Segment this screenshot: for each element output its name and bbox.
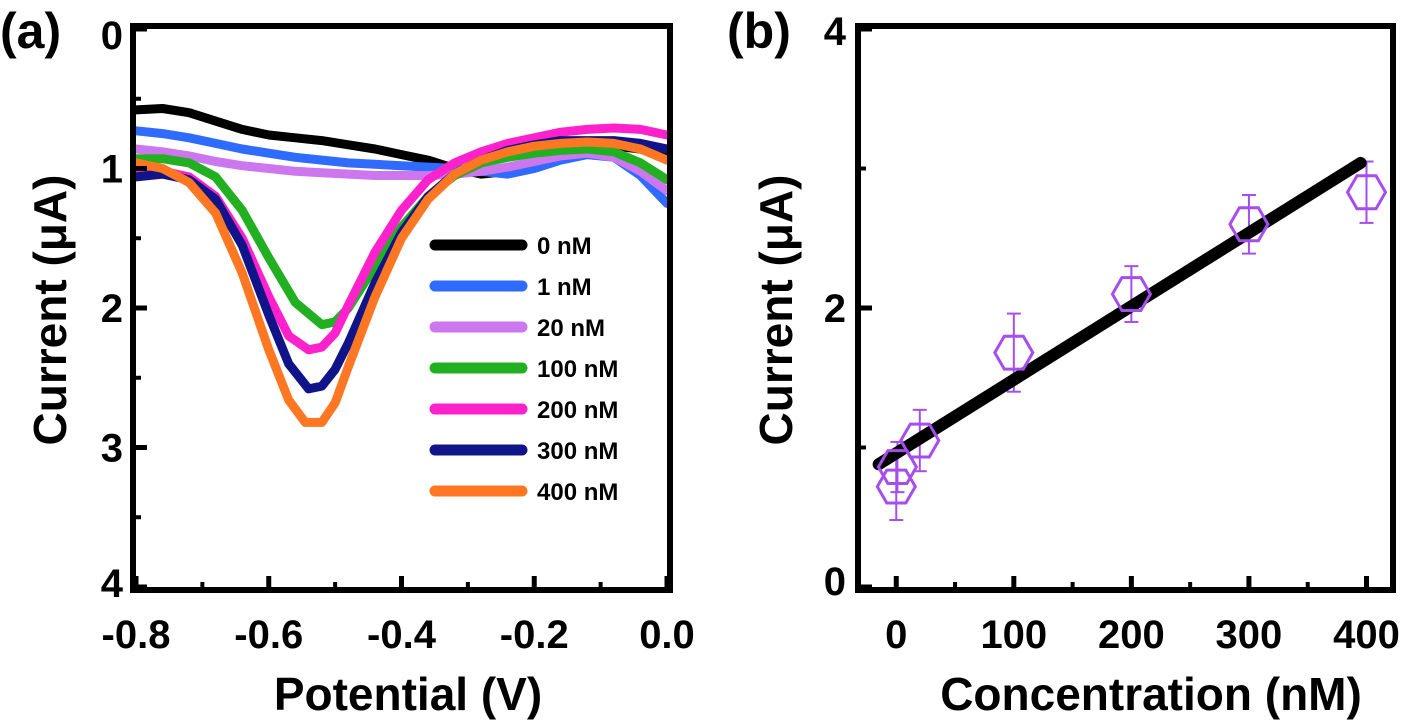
panel-a-label: (a)	[0, 3, 61, 59]
legend-label: 200 nM	[537, 397, 618, 424]
x-tick-label: -0.6	[234, 613, 303, 657]
panel-b-x-axis-label: Concentration (nM)	[940, 668, 1362, 720]
legend-label: 0 nM	[537, 233, 592, 260]
series-line-20-nm	[131, 144, 672, 196]
panel-b-label: (b)	[727, 3, 791, 59]
x-tick-label: -0.4	[367, 613, 437, 657]
x-tick-label: 300	[1216, 613, 1283, 657]
x-tick-label: -0.2	[500, 613, 569, 657]
legend-label: 20 nM	[537, 315, 605, 342]
panel-a-ticks: -0.8 -0.6 -0.4 -0.2 0.0 0 1 2 3 4	[101, 14, 695, 657]
panel-a-chart: (a) -0.8 -0.6 -0.4 -0.2 0.0 0 1 2 3 4 0 nM 1 nM 20 …	[0, 3, 695, 720]
y-tick-label: 3	[101, 427, 123, 471]
x-tick-label: 0	[885, 613, 907, 657]
linear-fit-line	[872, 156, 1367, 471]
panel-a-plot-area	[131, 104, 672, 427]
legend-label: 1 nM	[537, 274, 592, 301]
panel-a-legend: 0 nM 1 nM 20 nM 100 nM 200 nM 300 nM 400 nM	[429, 233, 618, 506]
x-tick-label: 400	[1333, 613, 1400, 657]
data-point-hexagon	[1345, 174, 1388, 211]
panel-b-y-axis-label: Current (μA)	[750, 175, 802, 446]
legend-label: 400 nM	[537, 479, 618, 506]
series-line-100-nm	[131, 144, 672, 330]
panel-b-ticks: 0 100 200 300 400 0 2 4	[824, 10, 1400, 657]
x-tick-label: 100	[980, 613, 1047, 657]
data-point-hexagon	[1228, 206, 1270, 243]
x-tick-label: 0.0	[639, 613, 695, 657]
y-tick-label: 4	[101, 562, 124, 606]
panel-a-x-axis-label: Potential (V)	[274, 668, 542, 720]
y-tick-label: 2	[824, 287, 846, 331]
data-point-hexagon	[899, 422, 941, 459]
x-tick-label: -0.8	[102, 613, 171, 657]
y-tick-label: 4	[824, 10, 847, 54]
y-tick-label: 2	[101, 287, 123, 331]
panel-a-y-axis-label: Current (μA)	[24, 175, 76, 446]
data-point-hexagon	[993, 334, 1035, 371]
legend-label: 300 nM	[537, 438, 618, 465]
series-line-400-nm	[131, 137, 672, 427]
panel-b-plot-area	[872, 156, 1388, 522]
y-tick-label: 0	[101, 14, 123, 58]
legend-label: 100 nM	[537, 356, 618, 383]
data-point-hexagon	[875, 468, 918, 505]
y-tick-label: 1	[101, 148, 123, 192]
x-tick-label: 200	[1098, 613, 1165, 657]
y-tick-label: 0	[824, 560, 846, 604]
data-point-hexagon	[1110, 276, 1153, 312]
